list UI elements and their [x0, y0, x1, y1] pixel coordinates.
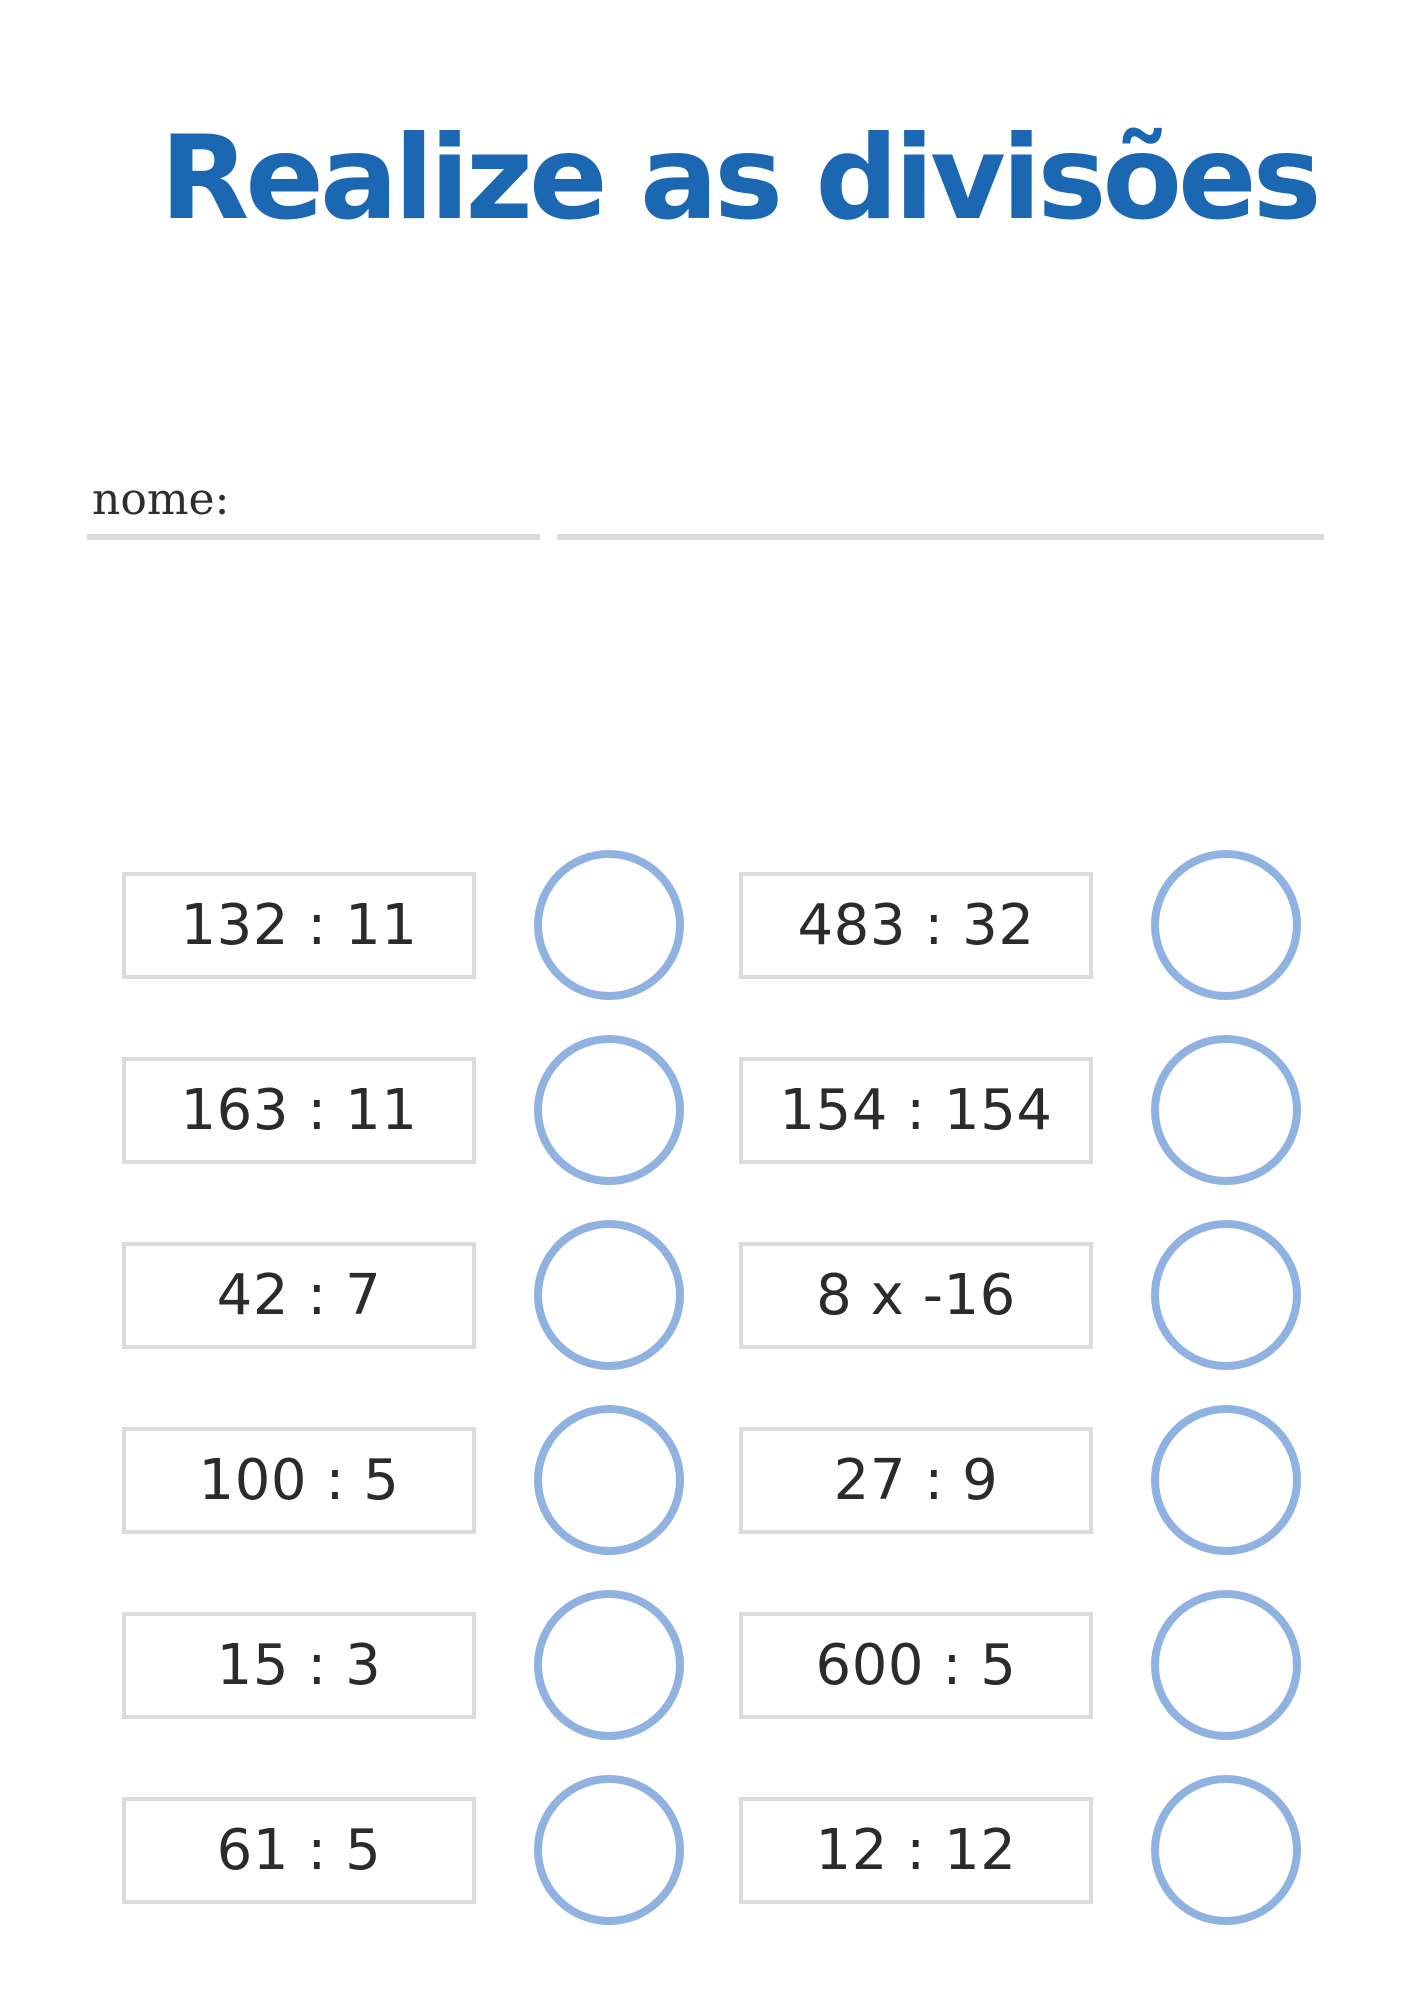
page-title: Realize as divisões	[160, 111, 1322, 246]
name-blank-line[interactable]	[87, 534, 540, 540]
problem-text: 483 : 32	[797, 893, 1035, 958]
problem-box: 100 : 5	[122, 1427, 476, 1534]
problem-box: 12 : 12	[739, 1797, 1093, 1904]
answer-circle[interactable]	[534, 1590, 684, 1740]
problem-text: 132 : 11	[180, 893, 418, 958]
problem-text: 600 : 5	[815, 1633, 1017, 1698]
problem-box: 15 : 3	[122, 1612, 476, 1719]
problem-box: 154 : 154	[739, 1057, 1093, 1164]
answer-circle[interactable]	[534, 1405, 684, 1555]
problem-text: 100 : 5	[198, 1448, 400, 1513]
problem-box: 42 : 7	[122, 1242, 476, 1349]
problem-box: 61 : 5	[122, 1797, 476, 1904]
problem-text: 42 : 7	[216, 1263, 382, 1328]
answer-circle[interactable]	[1151, 1220, 1301, 1370]
answer-circle[interactable]	[534, 850, 684, 1000]
problem-box: 600 : 5	[739, 1612, 1093, 1719]
answer-circle[interactable]	[534, 1775, 684, 1925]
problem-box: 132 : 11	[122, 872, 476, 979]
problem-box: 8 x -16	[739, 1242, 1093, 1349]
problem-text: 15 : 3	[216, 1633, 382, 1698]
answer-circle[interactable]	[1151, 1035, 1301, 1185]
answer-circle[interactable]	[1151, 1775, 1301, 1925]
problem-text: 8 x -16	[816, 1263, 1016, 1328]
problem-text: 163 : 11	[180, 1078, 418, 1143]
problem-box: 27 : 9	[739, 1427, 1093, 1534]
answer-circle[interactable]	[1151, 1590, 1301, 1740]
name-blank-line-2[interactable]	[557, 534, 1324, 540]
answer-circle[interactable]	[534, 1035, 684, 1185]
name-label: nome:	[92, 474, 230, 525]
problem-text: 27 : 9	[833, 1448, 999, 1513]
answer-circle[interactable]	[534, 1220, 684, 1370]
answer-circle[interactable]	[1151, 1405, 1301, 1555]
problem-box: 483 : 32	[739, 872, 1093, 979]
answer-circle[interactable]	[1151, 850, 1301, 1000]
problem-text: 12 : 12	[815, 1818, 1017, 1883]
problem-text: 154 : 154	[779, 1078, 1053, 1143]
problem-text: 61 : 5	[216, 1818, 382, 1883]
problem-box: 163 : 11	[122, 1057, 476, 1164]
